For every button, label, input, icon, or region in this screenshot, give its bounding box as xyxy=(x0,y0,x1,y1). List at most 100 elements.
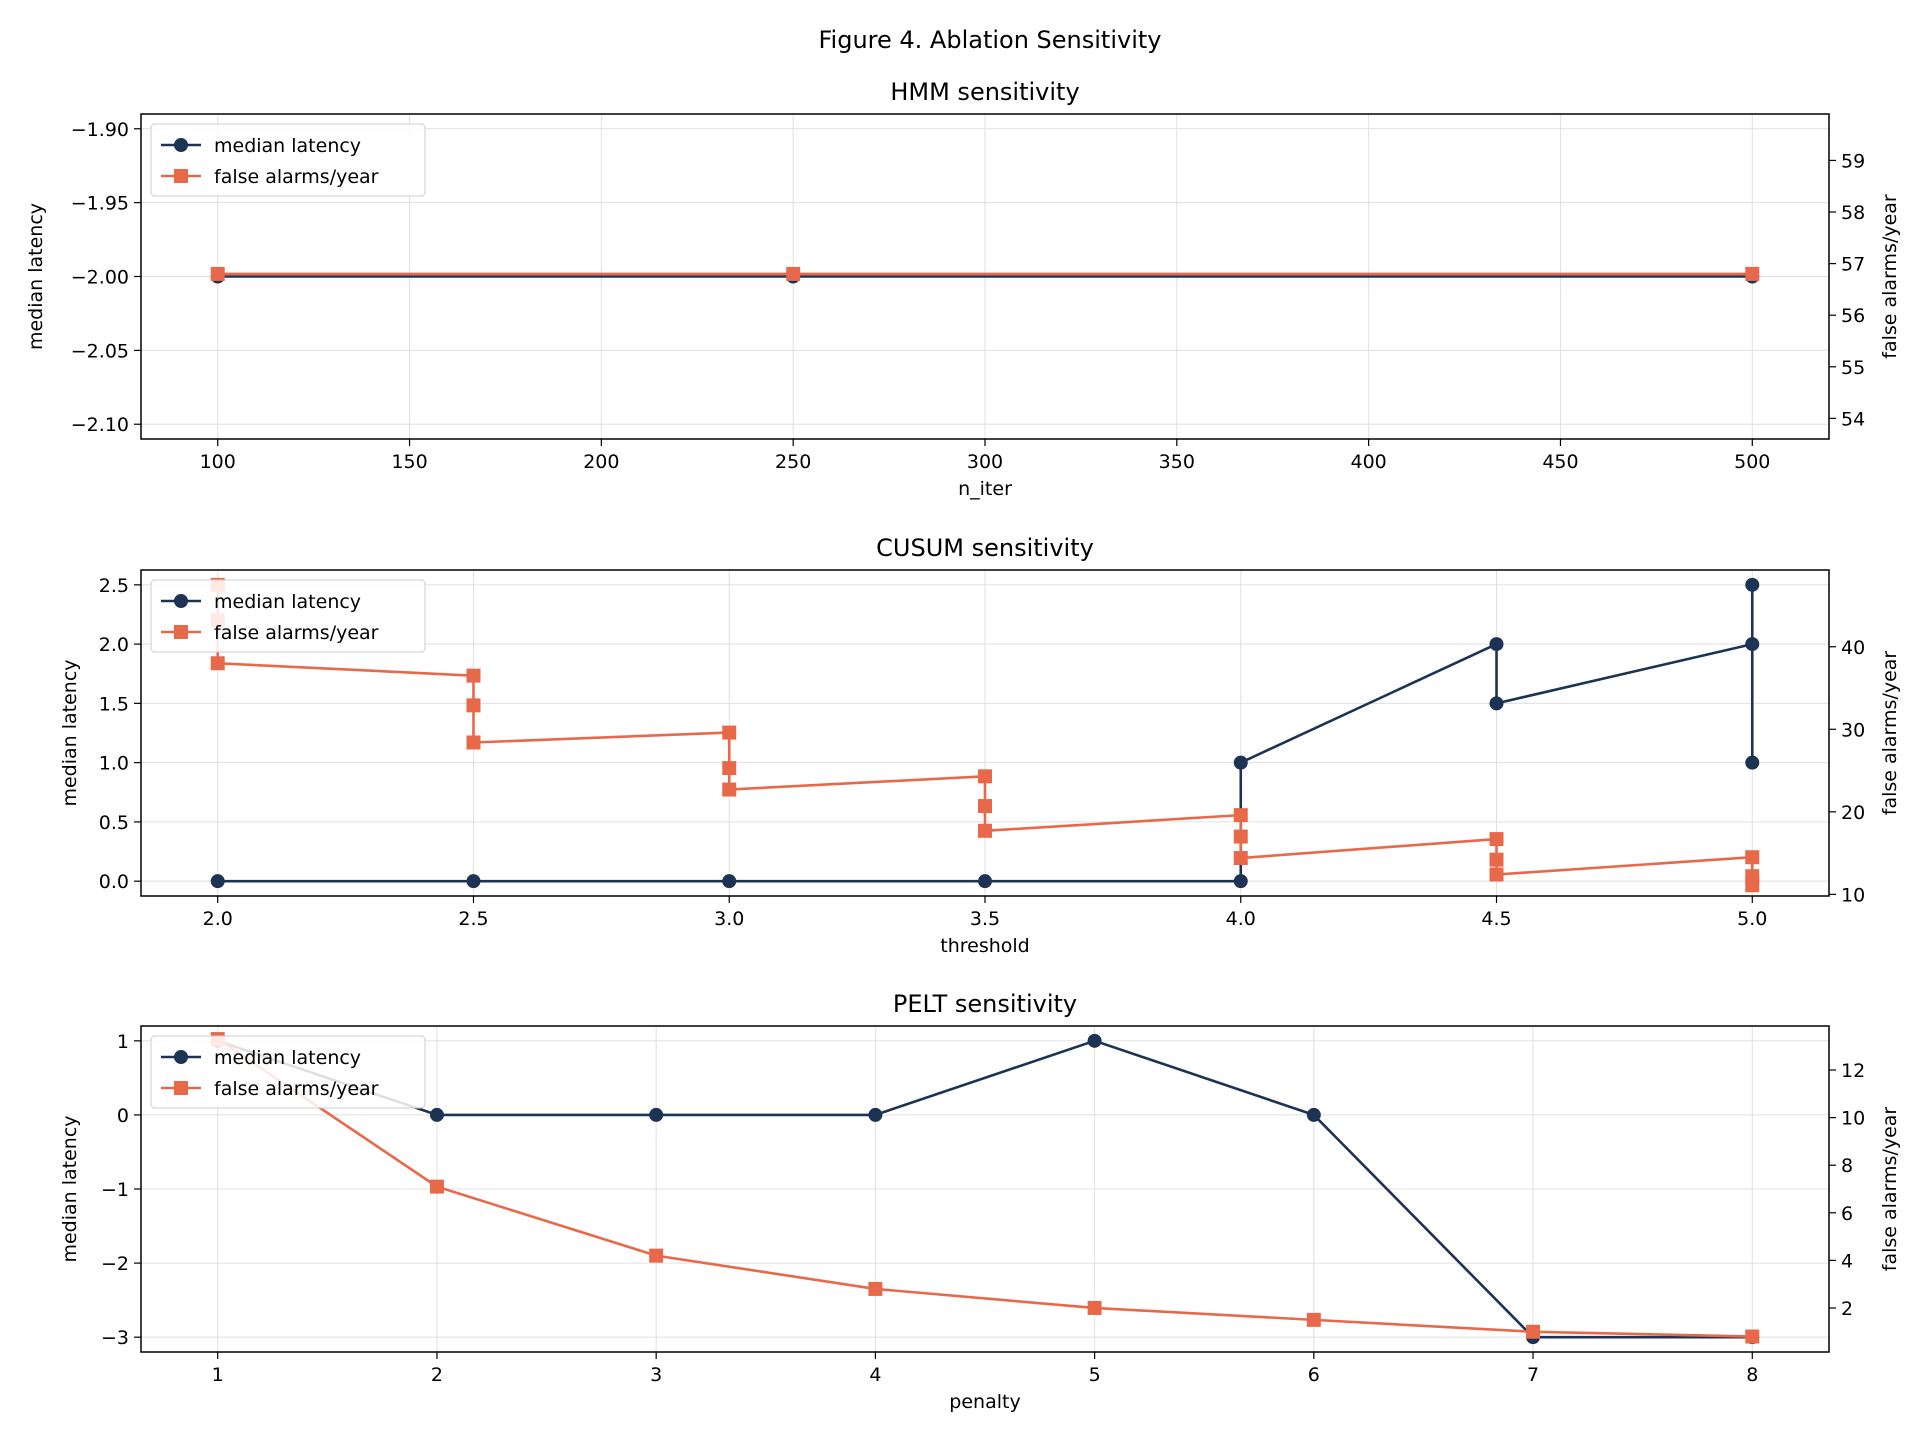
data-point-marker xyxy=(722,874,737,889)
data-point-marker xyxy=(649,1248,664,1263)
data-point-marker xyxy=(868,1107,883,1122)
x-axis-label: n_iter xyxy=(958,478,1012,500)
y2-tick-label: 8 xyxy=(1841,1155,1853,1177)
data-point-marker xyxy=(868,1281,883,1296)
data-point-marker xyxy=(1745,878,1760,893)
y-tick-label: 0 xyxy=(117,1105,129,1127)
axes-frame xyxy=(140,569,1830,897)
series-line-1 xyxy=(217,1038,1753,1338)
data-point-marker xyxy=(1233,755,1248,770)
legend-label: median latency xyxy=(214,135,361,157)
panel-title: PELT sensitivity xyxy=(893,990,1077,1018)
x-tick-label: 3 xyxy=(650,1364,662,1386)
y-tick-label: 1.5 xyxy=(99,693,129,715)
x-tick-label: 6 xyxy=(1308,1364,1320,1386)
y2-tick-label: 40 xyxy=(1841,637,1865,659)
y-tick-label: 0.0 xyxy=(99,871,129,893)
data-point-marker xyxy=(210,656,225,671)
x-axis-label: penalty xyxy=(949,1391,1020,1413)
data-point-marker xyxy=(978,769,992,784)
x-axis-label: threshold xyxy=(940,935,1029,957)
data-point-marker xyxy=(722,782,737,797)
x-tick-label: 2 xyxy=(431,1364,443,1386)
y2-tick-label: 58 xyxy=(1841,202,1865,224)
legend-label: false alarms/year xyxy=(214,622,379,644)
data-point-marker xyxy=(978,799,992,814)
data-point-marker xyxy=(1745,577,1760,592)
y2-axis-label: false alarms/year xyxy=(1879,1107,1901,1272)
y-axis-label: median latency xyxy=(25,203,47,350)
y2-tick-label: 55 xyxy=(1841,357,1865,379)
data-point-marker xyxy=(649,1107,664,1122)
y2-tick-label: 57 xyxy=(1841,254,1865,276)
y-tick-label: 2.0 xyxy=(99,634,129,656)
x-tick-label: 350 xyxy=(1159,451,1195,473)
data-point-marker xyxy=(1745,755,1760,770)
axes-frame xyxy=(140,1025,1830,1353)
data-point-marker xyxy=(978,823,992,838)
panel-title: CUSUM sensitivity xyxy=(876,534,1094,562)
y-axis-label: median latency xyxy=(59,1115,81,1262)
y2-tick-label: 12 xyxy=(1841,1060,1865,1082)
data-point-marker xyxy=(210,266,225,281)
legend: median latency false alarms/year xyxy=(150,1035,426,1109)
data-point-marker xyxy=(1745,1329,1760,1344)
x-tick-label: 5 xyxy=(1089,1364,1101,1386)
x-tick-label: 3.0 xyxy=(714,908,744,930)
data-point-marker xyxy=(429,1107,444,1122)
y-tick-label: 0.5 xyxy=(99,812,129,834)
y-tick-label: −1 xyxy=(101,1179,129,1201)
y2-tick-label: 2 xyxy=(1841,1298,1853,1320)
x-tick-label: 250 xyxy=(775,451,811,473)
panel-1: 2.0 2.5 3.0 3.5 4.0 4.5 5.0 0.0 0.5 1.0 1.5 2.0 2.5 1… xyxy=(59,534,1901,957)
y-tick-label: −1.95 xyxy=(71,193,129,215)
x-tick-label: 300 xyxy=(967,451,1003,473)
data-point-marker xyxy=(1489,867,1504,882)
x-tick-label: 150 xyxy=(391,451,427,473)
legend-label: median latency xyxy=(214,591,361,613)
legend-swatch-marker xyxy=(174,625,188,639)
data-point-marker xyxy=(210,874,225,889)
x-tick-label: 100 xyxy=(200,451,236,473)
data-point-marker xyxy=(722,725,737,740)
legend-swatch-marker xyxy=(174,594,188,608)
x-tick-label: 400 xyxy=(1351,451,1387,473)
x-tick-label: 1 xyxy=(212,1364,224,1386)
data-point-marker xyxy=(1233,851,1248,866)
data-point-marker xyxy=(1489,637,1504,652)
data-point-marker xyxy=(1489,696,1504,711)
legend-label: false alarms/year xyxy=(214,166,379,188)
x-tick-label: 500 xyxy=(1734,451,1770,473)
legend-box xyxy=(150,123,426,197)
data-point-marker xyxy=(466,668,481,683)
legend-swatch-marker xyxy=(174,169,188,183)
data-point-marker xyxy=(722,761,737,776)
y-tick-label: −2.00 xyxy=(71,267,129,289)
data-point-marker xyxy=(466,874,481,889)
legend-label: false alarms/year xyxy=(214,1078,379,1100)
legend-box xyxy=(150,579,426,653)
y2-tick-label: 56 xyxy=(1841,305,1865,327)
data-point-marker xyxy=(1745,850,1760,865)
x-tick-label: 4 xyxy=(869,1364,881,1386)
y2-tick-label: 10 xyxy=(1841,884,1865,906)
y2-tick-label: 30 xyxy=(1841,719,1865,741)
data-point-marker xyxy=(1306,1107,1321,1122)
series-line-0 xyxy=(217,1039,1753,1339)
y-tick-label: −2.05 xyxy=(71,340,129,362)
data-point-marker xyxy=(1233,829,1248,844)
data-point-marker xyxy=(1526,1324,1541,1339)
panel-0: 100 150 200 250 300 350 400 450 500 −2.10 −2.05 −2.… xyxy=(25,78,1901,500)
data-point-marker xyxy=(1489,852,1504,867)
axes-frame xyxy=(140,113,1830,440)
x-tick-label: 2.5 xyxy=(458,908,488,930)
y2-tick-label: 4 xyxy=(1841,1250,1853,1272)
x-tick-label: 5.0 xyxy=(1737,908,1767,930)
data-point-marker xyxy=(1233,874,1248,889)
legend-box xyxy=(150,1035,426,1109)
y2-tick-label: 59 xyxy=(1841,150,1865,172)
legend-swatch-marker xyxy=(174,1081,188,1095)
y-tick-label: −1.90 xyxy=(71,119,129,141)
